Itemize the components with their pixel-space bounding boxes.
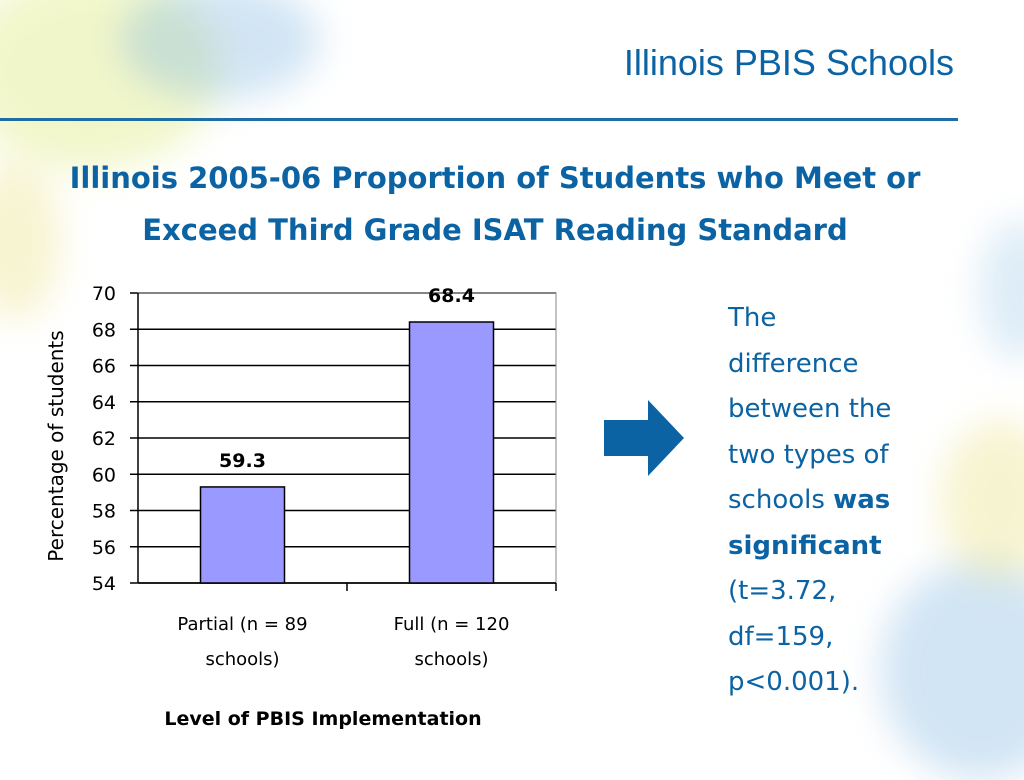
y-tick-label: 70: [92, 283, 116, 305]
annotation-line: between the: [728, 394, 892, 424]
bar: [199, 486, 286, 584]
chart-title: Illinois 2005-06 Proportion of Students …: [0, 152, 990, 256]
annotation-line: The: [728, 303, 777, 333]
y-tick-label: 56: [92, 537, 116, 559]
y-tick-label: 66: [92, 356, 116, 378]
bar-chart: 54 56 58 60 62 64 66 68 70 59.3 Partial (n = 89 sch…: [44, 283, 557, 730]
right-arrow-icon: [604, 400, 684, 476]
annotation-text: The difference between the two types of …: [728, 296, 958, 706]
annotation-text-segment: schools: [728, 485, 834, 515]
annotation-emphasis: significant: [728, 530, 882, 561]
x-tick-label: Partial (n = 89: [177, 614, 307, 635]
y-tick-label: 62: [92, 428, 116, 450]
x-tick-label: Full (n = 120: [394, 614, 510, 635]
x-axis-label: Level of PBIS Implementation: [164, 708, 481, 730]
header-divider: [0, 118, 958, 121]
data-label: 68.4: [428, 285, 475, 307]
y-axis-label: Percentage of students: [44, 330, 68, 561]
annotation-line: difference: [728, 348, 859, 379]
background-decoration: [0, 0, 220, 170]
bar: [408, 321, 495, 584]
y-tick-label: 54: [92, 573, 116, 595]
data-label: 59.3: [219, 450, 266, 472]
x-tick-label: schools): [414, 649, 488, 670]
y-tick-label: 58: [92, 501, 116, 523]
annotation-emphasis: was: [833, 485, 891, 515]
annotation-line: (t=3.72,: [728, 576, 837, 606]
annotation-line: df=159,: [728, 621, 834, 652]
annotation-line: two types of: [728, 439, 889, 470]
x-tick-label: schools): [205, 649, 279, 670]
y-tick-label: 68: [92, 319, 116, 341]
annotation-line: p<0.001).: [728, 667, 860, 697]
background-decoration: [120, 0, 320, 100]
annotation-line: schools was: [728, 478, 958, 524]
chart-title-line-2: Exceed Third Grade ISAT Reading Standard: [142, 213, 848, 247]
chart-title-line-1: Illinois 2005-06 Proportion of Students …: [69, 161, 921, 195]
annotation-line: significant: [728, 524, 958, 570]
y-tick-label: 60: [92, 464, 116, 486]
page-title: Illinois PBIS Schools: [623, 42, 954, 83]
y-tick-label: 64: [92, 392, 116, 414]
